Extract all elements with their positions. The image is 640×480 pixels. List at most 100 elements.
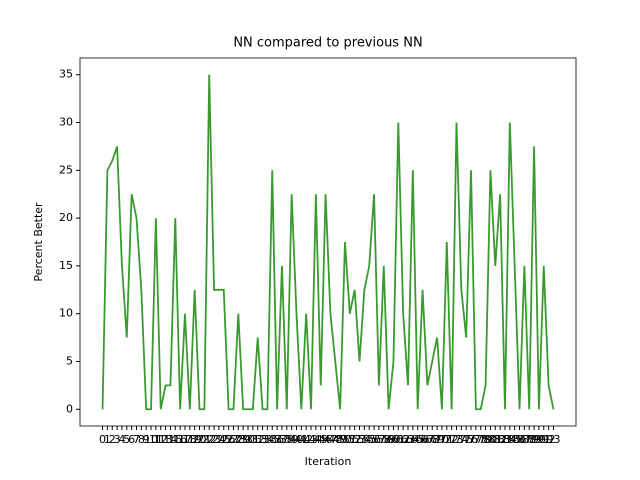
line-series	[101, 74, 555, 411]
x-tick-label: 61	[391, 433, 405, 446]
x-tick-label: 26	[222, 433, 236, 446]
x-tick-label: 84	[503, 433, 517, 446]
x-tick-label: 4	[118, 433, 125, 446]
x-tick-label: 76	[464, 433, 478, 446]
x-tick-label: 28	[231, 433, 245, 446]
y-tick-label: 5	[66, 354, 73, 367]
x-tick-label: 50	[338, 433, 352, 446]
x-tick-label: 60	[386, 433, 400, 446]
x-tick-label: 13	[159, 433, 173, 446]
x-tick-label: 72	[445, 433, 459, 446]
x-tick-label: 12	[154, 433, 168, 446]
x-tick-label: 80	[483, 433, 497, 446]
x-tick-label: 9	[143, 433, 150, 446]
x-tick-label: 87	[517, 433, 531, 446]
x-tick-label: 90	[532, 433, 546, 446]
x-tick-label: 56	[367, 433, 381, 446]
x-tick-label: 14	[163, 433, 177, 446]
x-tick-label: 49	[333, 433, 347, 446]
x-tick-label: 36	[270, 433, 284, 446]
x-tick-label: 78	[474, 433, 488, 446]
x-tick-label: 93	[546, 433, 560, 446]
x-tick-label: 82	[493, 433, 507, 446]
x-tick-label: 5	[123, 433, 130, 446]
x-tick-label: 2	[109, 433, 116, 446]
x-tick-label: 33	[256, 433, 270, 446]
x-tick-label: 43	[304, 433, 318, 446]
x-tick-label: 67	[420, 433, 434, 446]
x-tick-label: 8	[138, 433, 145, 446]
x-tick-label: 21	[197, 433, 211, 446]
x-tick-label: 41	[294, 433, 308, 446]
x-tick-label: 37	[275, 433, 289, 446]
y-tick-label: 25	[59, 163, 73, 176]
x-tick-label: 62	[396, 433, 410, 446]
x-tick-label: 75	[459, 433, 473, 446]
x-tick-label: 29	[236, 433, 250, 446]
x-tick-label: 57	[372, 433, 386, 446]
x-tick-label: 48	[328, 433, 342, 446]
y-tick-label: 0	[66, 402, 73, 415]
y-axis-label: Percent Better	[32, 202, 45, 282]
x-tick-label: 20	[193, 433, 207, 446]
x-tick-label: 83	[498, 433, 512, 446]
x-tick-label: 10	[144, 433, 158, 446]
x-tick-label: 55	[362, 433, 376, 446]
x-tick-label: 85	[508, 433, 522, 446]
x-tick-label: 69	[430, 433, 444, 446]
x-tick-label: 66	[416, 433, 430, 446]
x-tick-label: 58	[377, 433, 391, 446]
y-tick-label: 10	[59, 307, 73, 320]
x-tick-label: 70	[435, 433, 449, 446]
x-tick-label: 27	[226, 433, 240, 446]
x-tick-label: 51	[343, 433, 357, 446]
x-tick-label: 63	[401, 433, 415, 446]
x-tick-label: 71	[440, 433, 454, 446]
x-tick-label: 44	[309, 433, 323, 446]
y-tick-label: 30	[59, 116, 73, 129]
x-tick-label: 32	[251, 433, 265, 446]
chart-title: NN compared to previous NN	[233, 36, 422, 51]
x-tick-label: 35	[265, 433, 279, 446]
x-tick-label: 25	[217, 433, 231, 446]
y-tick-label: 35	[59, 68, 73, 81]
x-tick-label: 17	[178, 433, 192, 446]
x-tick-label: 52	[348, 433, 362, 446]
x-tick-label: 19	[188, 433, 202, 446]
x-tick-label: 74	[454, 433, 468, 446]
x-tick-label: 86	[513, 433, 527, 446]
x-tick-label: 91	[537, 433, 551, 446]
x-tick-label: 79	[479, 433, 493, 446]
x-tick-label: 31	[246, 433, 260, 446]
x-tick-label: 0	[99, 433, 106, 446]
x-tick-label: 1	[104, 433, 111, 446]
x-tick-label: 23	[207, 433, 221, 446]
x-tick-label: 64	[406, 433, 420, 446]
x-tick-label: 59	[382, 433, 396, 446]
x-tick-label: 65	[411, 433, 425, 446]
x-tick-label: 22	[202, 433, 216, 446]
x-tick-label: 54	[357, 433, 371, 446]
x-axis-label: Iteration	[305, 455, 352, 468]
x-tick-label: 89	[527, 433, 541, 446]
x-tick-label: 46	[319, 433, 333, 446]
x-tick-label: 42	[299, 433, 313, 446]
x-tick-label: 45	[314, 433, 328, 446]
x-tick-label: 6	[128, 433, 135, 446]
x-tick-label: 88	[522, 433, 536, 446]
plot-frame	[79, 57, 577, 427]
y-tick-label: 15	[59, 259, 73, 272]
x-tick-label: 11	[149, 433, 163, 446]
x-tick-label: 92	[542, 433, 556, 446]
x-tick-label: 53	[353, 433, 367, 446]
x-tick-label: 68	[425, 433, 439, 446]
x-tick-label: 16	[173, 433, 187, 446]
x-tick-label: 18	[183, 433, 197, 446]
x-tick-label: 24	[212, 433, 226, 446]
x-tick-label: 81	[488, 433, 502, 446]
x-tick-label: 40	[289, 433, 303, 446]
x-tick-label: 15	[168, 433, 182, 446]
x-tick-label: 77	[469, 433, 483, 446]
x-tick-label: 7	[133, 433, 140, 446]
